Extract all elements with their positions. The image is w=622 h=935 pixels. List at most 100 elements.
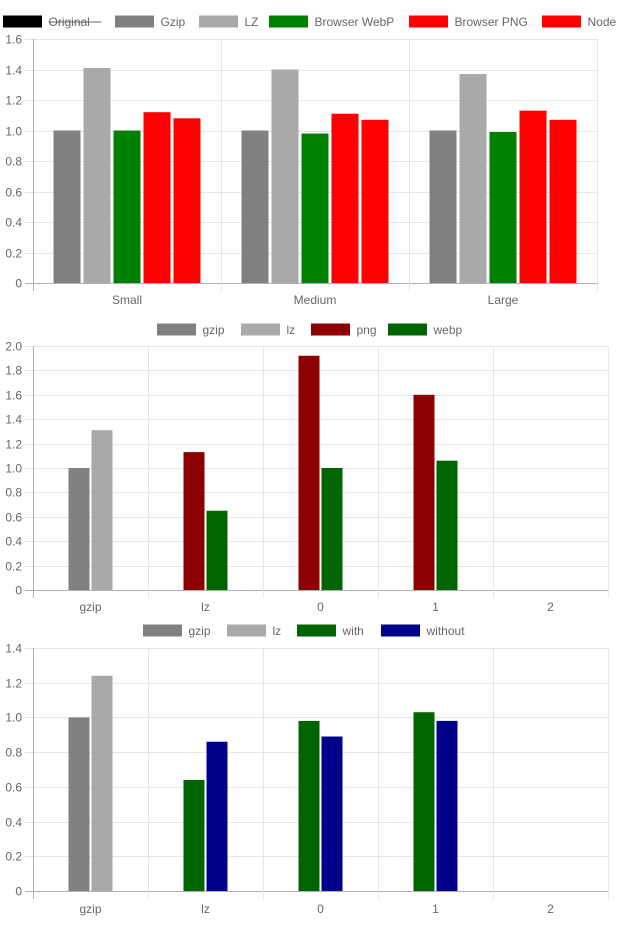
bar-gzip-gzip [68, 717, 90, 891]
bar-node-medium [361, 119, 389, 283]
y-tick-label: 1.2 [5, 438, 22, 452]
bar-node-small [173, 118, 201, 283]
bar-lz-gzip [91, 430, 113, 590]
bar-with-lz [183, 779, 205, 891]
bars [68, 675, 458, 891]
y-tick-label: 1.8 [5, 364, 22, 378]
bar-browser-png-large [519, 110, 547, 283]
bar-webp-1 [436, 460, 458, 590]
legend-item-node[interactable]: Node [541, 14, 617, 29]
bars [68, 355, 458, 590]
legend-item-gzip[interactable]: gzip [142, 623, 211, 638]
legend-swatch [142, 623, 183, 638]
y-tick-label: 1.0 [5, 462, 22, 476]
bar-gzip-gzip [68, 468, 90, 590]
legend-swatch [156, 322, 197, 337]
legend: gzip lz with without [142, 623, 466, 638]
y-tick-label: 0 [15, 277, 22, 291]
x-tick-label: Medium [294, 293, 337, 307]
bar-browser-webp-small [113, 130, 141, 283]
legend-label: without [426, 624, 466, 638]
bars [53, 67, 577, 283]
y-tick-label: 0.6 [5, 511, 22, 525]
compression-ratio-by-size-chart: Original Gzip LZ Browser WebP Browser PNG Nod… [2, 14, 617, 307]
x-tick-label: gzip [79, 600, 101, 614]
bar-gzip-medium [241, 130, 269, 283]
bar-png-lz [183, 452, 205, 590]
legend-item-with[interactable]: with [296, 623, 364, 638]
y-tick-label: 0.8 [5, 486, 22, 500]
y-tick-label: 1.4 [5, 642, 22, 656]
legend-swatch [268, 14, 309, 29]
bar-with-0 [298, 720, 320, 891]
legend-label: Node [588, 15, 617, 29]
legend-label: Browser WebP [315, 15, 395, 29]
legend: gzip lz png webp [156, 322, 463, 337]
bar-png-1 [413, 394, 435, 590]
y-tick-label: 0.2 [5, 560, 22, 574]
bar-png-0 [298, 355, 320, 590]
legend-item-webp[interactable]: webp [387, 322, 463, 337]
legend-label: lz [273, 624, 282, 638]
x-tick-label: 2 [547, 600, 554, 614]
legend-label: png [357, 323, 377, 337]
legend-swatch [541, 14, 582, 29]
x-tick-label: 1 [432, 600, 439, 614]
legend-swatch [2, 14, 43, 29]
y-tick-label: 0.2 [5, 850, 22, 864]
legend-swatch [226, 623, 267, 638]
bar-lz-gzip [91, 675, 113, 891]
y-tick-label: 1.6 [5, 33, 22, 47]
legend-swatch [240, 322, 281, 337]
legend-swatch [408, 14, 449, 29]
bar-without-1 [436, 720, 458, 891]
bar-browser-png-small [143, 112, 171, 283]
legend-swatch [387, 322, 428, 337]
bar-browser-webp-medium [301, 133, 329, 283]
y-tick-label: 0.6 [5, 186, 22, 200]
legend-item-lz[interactable]: lz [226, 623, 282, 638]
legend-item-without[interactable]: without [380, 623, 466, 638]
x-tick-label: 2 [547, 902, 554, 916]
y-tick-label: 0.6 [5, 781, 22, 795]
legend-item-gzip[interactable]: Gzip [114, 14, 186, 29]
png-webp-comparison-chart: gzip lz png webp 0 0.2 0.4 0.6 0.8 1.0 1.2 1.4 1.6 1.… [5, 322, 609, 614]
y-tick-label: 1.0 [5, 125, 22, 139]
y-tick-label: 2.0 [5, 340, 22, 354]
bar-webp-lz [206, 510, 228, 590]
bar-lz-small [83, 67, 111, 283]
x-tick-label: lz [201, 902, 210, 916]
bar-lz-medium [271, 69, 299, 283]
legend-swatch [198, 14, 239, 29]
legend-item-browser-webp[interactable]: Browser WebP [268, 14, 395, 29]
legend-swatch [380, 623, 421, 638]
legend-item-gzip[interactable]: gzip [156, 322, 225, 337]
legend-swatch [296, 623, 337, 638]
y-tick-label: 1.4 [5, 413, 22, 427]
bar-without-0 [321, 736, 343, 891]
legend-swatch [114, 14, 155, 29]
y-tick-label: 1.2 [5, 94, 22, 108]
y-tick-label: 0 [15, 584, 22, 598]
y-tick-label: 0.4 [5, 535, 22, 549]
x-tick-label: lz [201, 600, 210, 614]
y-tick-label: 1.4 [5, 64, 22, 78]
legend-item-original[interactable]: Original [2, 14, 102, 29]
bar-webp-0 [321, 468, 343, 590]
legend-label: with [342, 624, 364, 638]
y-tick-label: 0.4 [5, 216, 22, 230]
bar-without-lz [206, 741, 228, 891]
legend-item-lz[interactable]: LZ [198, 14, 259, 29]
legend-item-browser-png[interactable]: Browser PNG [408, 14, 528, 29]
y-tick-label: 0 [15, 885, 22, 899]
y-tick-label: 0.8 [5, 155, 22, 169]
y-tick-label: 1.2 [5, 677, 22, 691]
legend-label: lz [287, 323, 296, 337]
legend-item-png[interactable]: png [310, 322, 377, 337]
legend-label: gzip [189, 624, 211, 638]
bar-gzip-large [429, 130, 457, 283]
x-tick-label: Small [112, 293, 142, 307]
legend-item-lz[interactable]: lz [240, 322, 296, 337]
bar-browser-webp-large [489, 132, 517, 283]
y-tick-label: 0.4 [5, 816, 22, 830]
